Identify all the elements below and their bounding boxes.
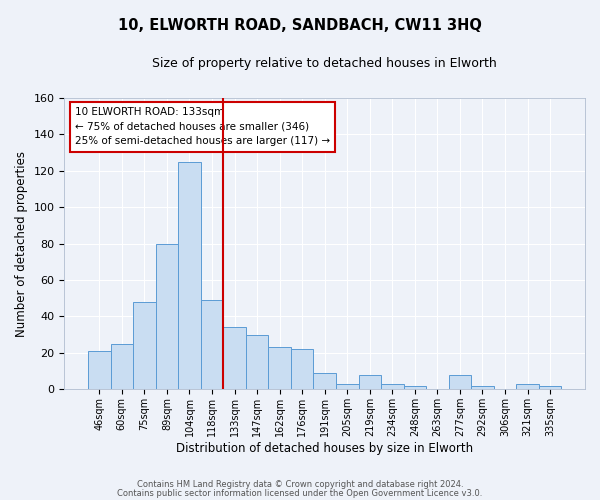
Y-axis label: Number of detached properties: Number of detached properties xyxy=(15,150,28,336)
Text: 10, ELWORTH ROAD, SANDBACH, CW11 3HQ: 10, ELWORTH ROAD, SANDBACH, CW11 3HQ xyxy=(118,18,482,32)
Bar xyxy=(381,384,404,390)
Bar xyxy=(291,350,313,390)
Text: Contains public sector information licensed under the Open Government Licence v3: Contains public sector information licen… xyxy=(118,488,482,498)
Bar xyxy=(201,300,223,390)
Bar xyxy=(155,244,178,390)
Bar xyxy=(516,384,539,390)
Bar xyxy=(268,348,291,390)
Bar xyxy=(471,386,494,390)
Bar xyxy=(88,351,110,390)
Bar xyxy=(404,386,426,390)
Bar xyxy=(336,384,359,390)
Bar xyxy=(449,374,471,390)
Text: Contains HM Land Registry data © Crown copyright and database right 2024.: Contains HM Land Registry data © Crown c… xyxy=(137,480,463,489)
Bar xyxy=(246,334,268,390)
X-axis label: Distribution of detached houses by size in Elworth: Distribution of detached houses by size … xyxy=(176,442,473,455)
Text: 10 ELWORTH ROAD: 133sqm
← 75% of detached houses are smaller (346)
25% of semi-d: 10 ELWORTH ROAD: 133sqm ← 75% of detache… xyxy=(75,107,330,146)
Bar xyxy=(359,374,381,390)
Bar xyxy=(178,162,201,390)
Bar xyxy=(313,373,336,390)
Title: Size of property relative to detached houses in Elworth: Size of property relative to detached ho… xyxy=(152,58,497,70)
Bar xyxy=(133,302,155,390)
Bar xyxy=(110,344,133,390)
Bar xyxy=(539,386,562,390)
Bar xyxy=(223,328,246,390)
